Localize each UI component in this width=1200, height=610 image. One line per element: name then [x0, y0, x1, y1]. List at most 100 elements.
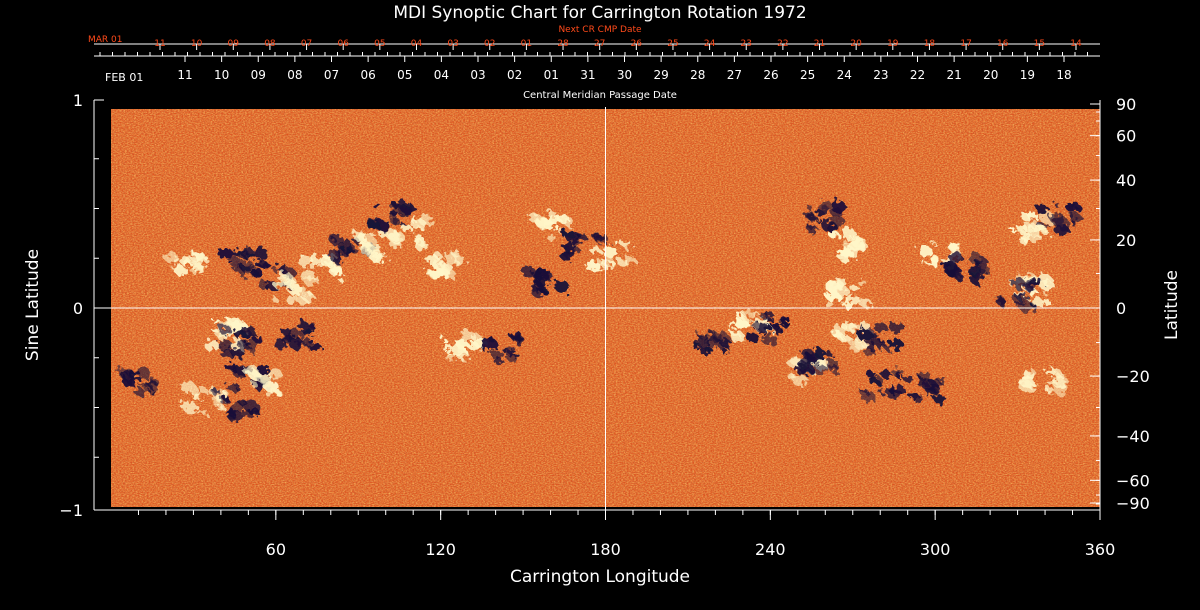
- cmp-date-label: 25: [800, 68, 815, 82]
- active-region-positive-3: [273, 280, 283, 289]
- active-region-negative-21: [866, 370, 876, 378]
- x-axis-ticks: 60 120 180 240 300 360: [137, 510, 1116, 559]
- active-region-positive-3: [282, 274, 288, 279]
- x-tick-label-360: 360: [1085, 540, 1116, 559]
- active-region-positive-14: [728, 320, 735, 326]
- next-cr-date-label: 17: [960, 39, 971, 49]
- active-region-positive-35: [204, 340, 220, 352]
- active-region-negative-1: [232, 264, 243, 273]
- active-region-negative-30: [1044, 224, 1050, 228]
- next-cr-date-label: 07: [301, 39, 312, 49]
- active-region-positive-27: [1042, 299, 1051, 306]
- active-region-positive-17: [787, 373, 795, 380]
- active-region-positive-38: [444, 343, 452, 349]
- active-region-negative-36: [218, 325, 232, 335]
- active-region-negative-23: [815, 209, 824, 216]
- active-region-positive-32: [253, 372, 260, 378]
- cmp-date-label: 08: [287, 68, 302, 82]
- next-cr-date-label: 02: [484, 39, 495, 49]
- active-region-negative-28: [1018, 291, 1027, 298]
- active-region-positive-25: [921, 260, 927, 265]
- active-region-positive-35: [217, 333, 228, 341]
- active-region-positive-9: [453, 255, 466, 266]
- active-region-negative-16: [755, 323, 770, 335]
- active-region-negative-20: [859, 325, 865, 330]
- active-region-positive-17: [791, 373, 807, 386]
- left-axis-ticks: 1 0 −1: [59, 91, 104, 520]
- cmp-date-label: 18: [1056, 68, 1071, 82]
- active-region-positive-14: [752, 311, 760, 317]
- active-region-positive-32: [275, 390, 282, 396]
- cmp-date-label: 27: [727, 68, 742, 82]
- cmp-date-label: 31: [580, 68, 595, 82]
- active-region-negative-36: [253, 335, 263, 343]
- active-region-positive-4: [339, 278, 344, 282]
- cmp-date-label: 09: [251, 68, 266, 82]
- active-region-positive-14: [728, 324, 734, 329]
- next-cr-start-label: MAR 01: [88, 35, 123, 45]
- plot-axes: [93, 100, 1101, 511]
- active-region-positive-4: [321, 253, 329, 259]
- active-region-negative-11: [592, 233, 600, 240]
- active-region-negative-31: [226, 383, 237, 392]
- active-region-positive-24: [849, 235, 864, 246]
- cmp-date-label: 28: [690, 68, 705, 82]
- active-region-positive-19: [854, 340, 866, 350]
- cmp-date-label: 19: [1020, 68, 1035, 82]
- active-region-positive-27: [1026, 298, 1031, 302]
- active-region-positive-12: [620, 239, 632, 248]
- active-region-positive-33: [180, 381, 197, 394]
- active-region-negative-11: [563, 243, 576, 253]
- next-cr-date-label: 21: [814, 39, 825, 49]
- active-region-negative-30: [1068, 212, 1076, 219]
- active-region-positive-40: [831, 295, 840, 302]
- active-region-negative-37: [284, 335, 292, 342]
- active-region-positive-8: [370, 232, 376, 237]
- active-region-negative-20: [858, 330, 873, 342]
- cmp-date-label: 30: [617, 68, 632, 82]
- active-region-negative-26: [948, 251, 963, 263]
- active-region-negative-11: [563, 229, 576, 239]
- x-tick-label-120: 120: [425, 540, 456, 559]
- active-region-positive-24: [828, 230, 840, 239]
- active-region-positive-10: [547, 234, 556, 242]
- active-region-positive-0: [173, 257, 180, 263]
- active-region-negative-6: [391, 213, 396, 217]
- active-region-negative-22: [903, 375, 914, 383]
- cmp-date-label: 21: [946, 68, 961, 82]
- active-region-positive-40: [857, 279, 866, 286]
- active-region-negative-36: [250, 349, 257, 355]
- active-region-positive-7: [412, 220, 418, 225]
- active-region-negative-36: [230, 348, 244, 359]
- active-region-positive-41: [1019, 375, 1036, 388]
- chart-title: MDI Synoptic Chart for Carrington Rotati…: [393, 3, 806, 23]
- active-region-positive-33: [199, 386, 208, 394]
- right-tick-label: −90: [1116, 494, 1150, 513]
- active-region-positive-10: [546, 218, 552, 223]
- active-region-negative-34: [242, 409, 255, 419]
- cmp-date-label: 10: [214, 68, 229, 82]
- active-region-negative-23: [830, 200, 846, 213]
- active-region-positive-33: [201, 409, 209, 416]
- active-region-negative-39: [493, 356, 503, 365]
- active-region-negative-23: [829, 215, 845, 228]
- active-region-negative-34: [243, 399, 259, 412]
- active-region-negative-23: [817, 200, 832, 212]
- cmp-date-label: 03: [470, 68, 485, 82]
- active-region-positive-12: [614, 241, 620, 245]
- active-region-positive-0: [171, 265, 176, 270]
- cmp-date-label: 05: [397, 68, 412, 82]
- active-region-negative-28: [1019, 301, 1035, 313]
- active-region-positive-8: [383, 255, 389, 260]
- next-cr-date-label: 04: [411, 39, 423, 49]
- active-region-negative-28: [996, 298, 1006, 306]
- active-regions: [117, 200, 1082, 422]
- active-region-negative-28: [1011, 278, 1026, 289]
- active-region-positive-38: [468, 342, 480, 351]
- active-region-positive-29: [1020, 231, 1032, 241]
- active-region-negative-37: [309, 342, 322, 353]
- next-cr-date-label: 19: [887, 39, 899, 49]
- active-region-negative-42: [138, 382, 145, 387]
- active-region-negative-16: [780, 315, 790, 324]
- cmp-axis-label: Central Meridian Passage Date: [523, 90, 677, 101]
